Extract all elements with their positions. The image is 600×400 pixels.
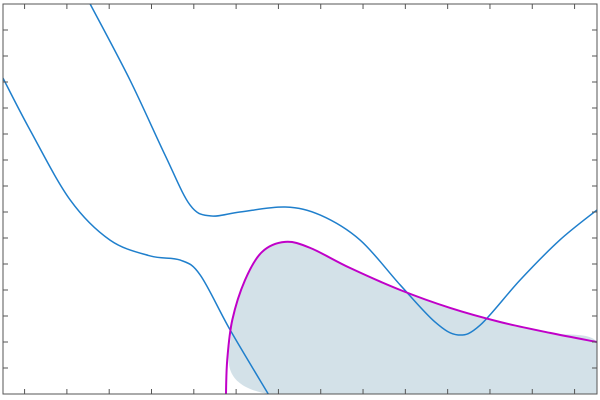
- series-line-1: [89, 4, 597, 336]
- series-layer: [3, 4, 597, 394]
- series-line-3: [224, 240, 597, 394]
- axes: [2, 3, 598, 395]
- shaded-region-layer: [228, 241, 597, 394]
- shaded-region: [228, 241, 597, 394]
- series-line-2: [3, 77, 269, 394]
- plot-frame: [2, 3, 598, 395]
